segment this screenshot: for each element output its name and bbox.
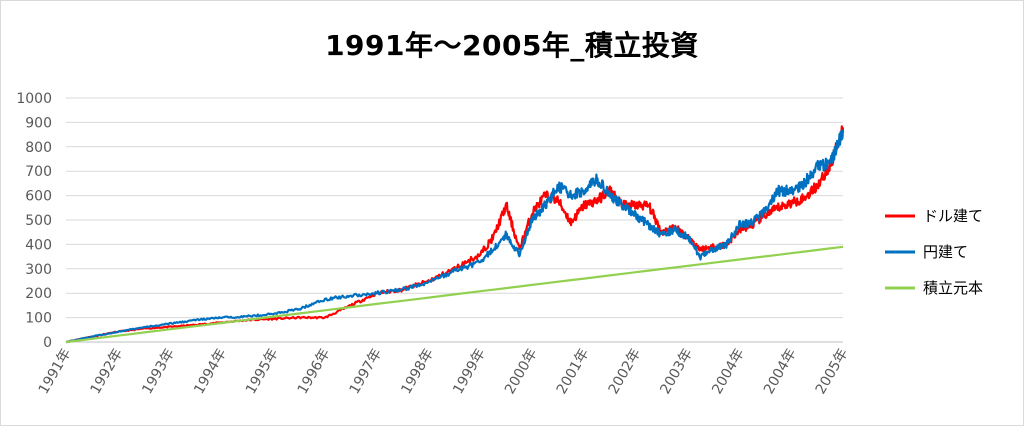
x-tick-label: 1999年 <box>450 346 489 397</box>
series-line <box>65 245 844 344</box>
x-tick-label: 1992年 <box>88 346 127 397</box>
y-tick-label: 1000 <box>16 91 52 107</box>
y-tick-label: 700 <box>25 164 52 180</box>
x-tick-label: 1993年 <box>139 346 178 397</box>
x-tick-label: 2004年 <box>761 346 800 397</box>
y-tick-label: 100 <box>25 311 52 327</box>
series-line <box>65 125 845 344</box>
x-tick-label: 2001年 <box>554 346 593 397</box>
y-tick-label: 0 <box>43 335 52 351</box>
y-tick-label: 300 <box>25 262 52 278</box>
chart-title: 1991年～2005年_積立投資 <box>325 29 699 62</box>
y-tick-label: 800 <box>25 140 52 156</box>
x-tick-label: 1991年 <box>36 346 75 397</box>
x-tick-label: 2005年 <box>813 346 852 397</box>
y-tick-label: 500 <box>25 213 52 229</box>
y-tick-label: 600 <box>25 189 52 205</box>
x-tick-label: 2000年 <box>502 346 541 397</box>
x-tick-label: 1995年 <box>243 346 282 397</box>
x-tick-label: 1994年 <box>191 346 230 397</box>
x-tick-label: 2002年 <box>606 346 645 397</box>
legend-label: 円建て <box>923 243 968 261</box>
y-tick-label: 900 <box>25 115 52 131</box>
series-line <box>66 129 845 344</box>
legend-label: 積立元本 <box>923 279 983 297</box>
x-tick-label: 1998年 <box>398 346 437 397</box>
x-tick-label: 2004年 <box>709 346 748 397</box>
x-tick-label: 2003年 <box>657 346 696 397</box>
y-tick-label: 200 <box>25 286 52 302</box>
x-tick-label: 1997年 <box>347 346 386 397</box>
y-tick-label: 400 <box>25 237 52 253</box>
x-tick-label: 1996年 <box>295 346 334 397</box>
legend-label: ドル建て <box>923 207 983 225</box>
